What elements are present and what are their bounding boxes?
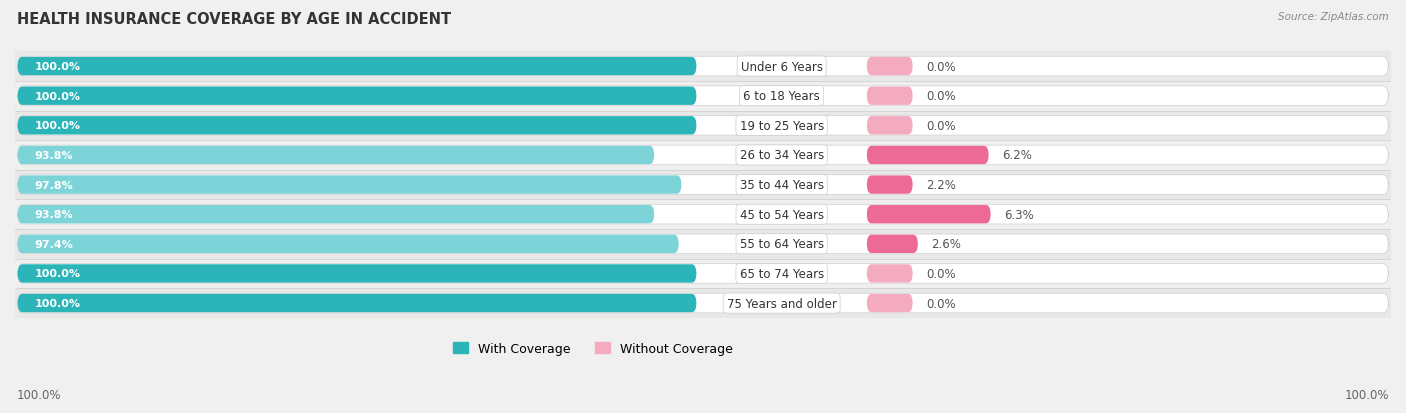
Text: 6.2%: 6.2% xyxy=(1002,149,1032,162)
Text: 0.0%: 0.0% xyxy=(925,119,956,133)
Text: 97.8%: 97.8% xyxy=(35,180,73,190)
Text: 93.8%: 93.8% xyxy=(35,151,73,161)
FancyBboxPatch shape xyxy=(868,206,991,224)
Text: 0.0%: 0.0% xyxy=(925,297,956,310)
FancyBboxPatch shape xyxy=(868,117,912,135)
FancyBboxPatch shape xyxy=(868,294,912,313)
FancyBboxPatch shape xyxy=(18,147,654,165)
Text: 0.0%: 0.0% xyxy=(925,90,956,103)
Text: 100.0%: 100.0% xyxy=(35,91,80,102)
FancyBboxPatch shape xyxy=(18,294,1388,313)
Text: Source: ZipAtlas.com: Source: ZipAtlas.com xyxy=(1278,12,1389,22)
FancyBboxPatch shape xyxy=(18,235,679,254)
Text: 26 to 34 Years: 26 to 34 Years xyxy=(740,149,824,162)
Text: 100.0%: 100.0% xyxy=(35,121,80,131)
Bar xyxy=(15,170,1391,200)
FancyBboxPatch shape xyxy=(18,294,696,313)
FancyBboxPatch shape xyxy=(18,116,1388,136)
Text: 75 Years and older: 75 Years and older xyxy=(727,297,837,310)
FancyBboxPatch shape xyxy=(18,206,654,224)
Text: Under 6 Years: Under 6 Years xyxy=(741,60,823,74)
Text: 100.0%: 100.0% xyxy=(17,388,62,401)
FancyBboxPatch shape xyxy=(868,147,988,165)
FancyBboxPatch shape xyxy=(18,57,1388,77)
Text: 45 to 54 Years: 45 to 54 Years xyxy=(740,208,824,221)
Text: 100.0%: 100.0% xyxy=(35,62,80,72)
FancyBboxPatch shape xyxy=(18,205,1388,224)
FancyBboxPatch shape xyxy=(868,265,912,283)
Text: 100.0%: 100.0% xyxy=(1344,388,1389,401)
Bar xyxy=(15,111,1391,141)
Text: 65 to 74 Years: 65 to 74 Years xyxy=(740,267,824,280)
Text: 2.6%: 2.6% xyxy=(931,238,960,251)
Text: 93.8%: 93.8% xyxy=(35,210,73,220)
FancyBboxPatch shape xyxy=(18,117,696,135)
Bar xyxy=(15,52,1391,82)
FancyBboxPatch shape xyxy=(18,264,1388,284)
FancyBboxPatch shape xyxy=(18,176,682,194)
Bar xyxy=(15,259,1391,289)
FancyBboxPatch shape xyxy=(18,58,696,76)
FancyBboxPatch shape xyxy=(868,235,918,254)
Bar xyxy=(15,230,1391,259)
FancyBboxPatch shape xyxy=(868,87,912,106)
Bar xyxy=(15,289,1391,318)
FancyBboxPatch shape xyxy=(18,87,1388,106)
Text: 35 to 44 Years: 35 to 44 Years xyxy=(740,179,824,192)
Bar xyxy=(15,141,1391,170)
FancyBboxPatch shape xyxy=(18,235,1388,254)
Text: HEALTH INSURANCE COVERAGE BY AGE IN ACCIDENT: HEALTH INSURANCE COVERAGE BY AGE IN ACCI… xyxy=(17,12,451,27)
Text: 6.3%: 6.3% xyxy=(1004,208,1033,221)
Text: 0.0%: 0.0% xyxy=(925,60,956,74)
FancyBboxPatch shape xyxy=(18,176,1388,195)
Bar xyxy=(15,82,1391,111)
Text: 2.2%: 2.2% xyxy=(925,179,956,192)
Legend: With Coverage, Without Coverage: With Coverage, Without Coverage xyxy=(447,337,738,360)
FancyBboxPatch shape xyxy=(18,87,696,106)
FancyBboxPatch shape xyxy=(18,146,1388,165)
FancyBboxPatch shape xyxy=(868,176,912,194)
Text: 55 to 64 Years: 55 to 64 Years xyxy=(740,238,824,251)
FancyBboxPatch shape xyxy=(18,265,696,283)
Bar xyxy=(15,200,1391,230)
Text: 100.0%: 100.0% xyxy=(35,269,80,279)
Text: 19 to 25 Years: 19 to 25 Years xyxy=(740,119,824,133)
Text: 6 to 18 Years: 6 to 18 Years xyxy=(744,90,820,103)
FancyBboxPatch shape xyxy=(868,58,912,76)
Text: 97.4%: 97.4% xyxy=(35,239,73,249)
Text: 100.0%: 100.0% xyxy=(35,298,80,309)
Text: 0.0%: 0.0% xyxy=(925,267,956,280)
